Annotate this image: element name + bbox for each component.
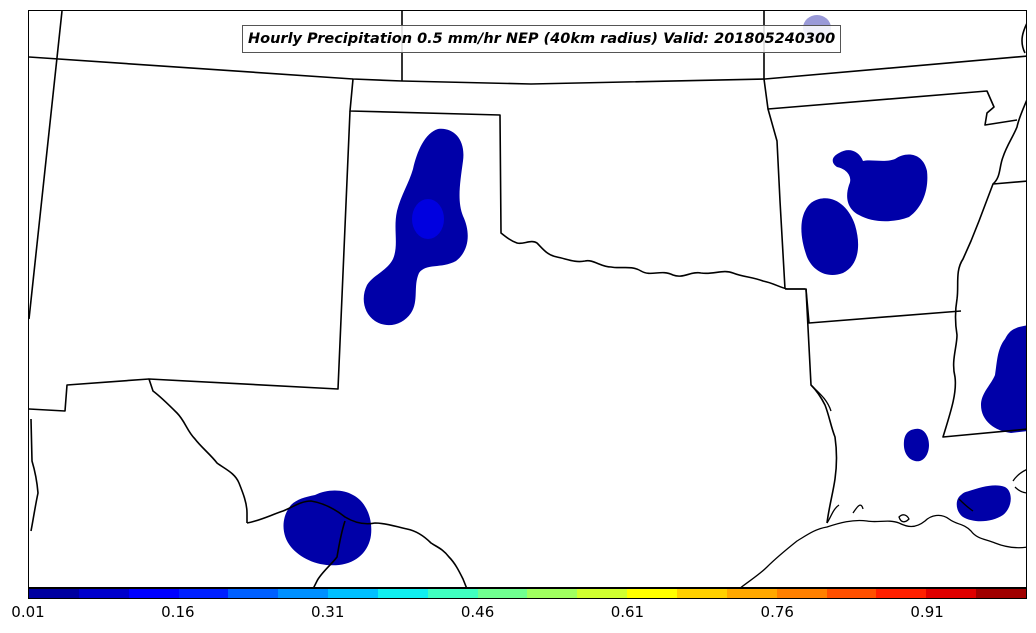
map-canvas xyxy=(29,11,1026,587)
precip-area-louisiana xyxy=(903,428,929,462)
colorbar-segment xyxy=(328,589,378,598)
colorbar-segment xyxy=(477,589,528,598)
colorbar-segment xyxy=(427,589,478,598)
gulf-coastline xyxy=(740,384,1026,587)
texas-rio-grande xyxy=(246,500,468,587)
map-panel: Hourly Precipitation 0.5 mm/hr NEP (40km… xyxy=(28,10,1027,588)
colorbar-segment xyxy=(577,589,628,598)
colorbar-segment xyxy=(178,589,229,598)
colorbar-segment xyxy=(527,589,578,598)
colorbar-segment xyxy=(876,589,927,598)
colorbar-segment xyxy=(676,589,727,598)
colorbar-segment xyxy=(976,589,1026,598)
colorbar-tick-label: 0.01 xyxy=(11,603,45,621)
colorbar-tick-label: 0.16 xyxy=(161,603,195,621)
colorbar-segment xyxy=(128,589,179,598)
colorbar-segment xyxy=(29,589,79,598)
precip-area-arkansas-west xyxy=(801,198,859,276)
colorbar-tick-label: 0.61 xyxy=(610,603,645,621)
precip-area-texas-border xyxy=(283,490,372,566)
colorbar-tick-label: 0.31 xyxy=(310,603,345,621)
precip-core-new-mexico xyxy=(412,199,444,239)
colorbar-segment xyxy=(78,589,129,598)
colorbar-segment xyxy=(627,589,677,598)
colorbar-segment xyxy=(377,589,428,598)
colorbar-segment xyxy=(228,589,279,598)
colorbar-segment xyxy=(826,589,877,598)
colorbar-tick-label: 0.76 xyxy=(760,603,794,621)
colorbar-tick-label: 0.46 xyxy=(460,603,495,621)
precip-area-gulf-coast xyxy=(956,485,1011,522)
colorbar-segment xyxy=(726,589,777,598)
colorbar-segment xyxy=(926,589,977,598)
map-title: Hourly Precipitation 0.5 mm/hr NEP (40km… xyxy=(242,25,842,53)
state-boundaries xyxy=(29,11,1026,532)
colorbar xyxy=(28,588,1027,599)
precip-area-mississippi xyxy=(981,325,1026,433)
colorbar-segment xyxy=(278,589,329,598)
colorbar-segment xyxy=(776,589,827,598)
precip-area-arkansas-east xyxy=(832,150,928,222)
colorbar-tick-label: 0.91 xyxy=(910,603,944,621)
